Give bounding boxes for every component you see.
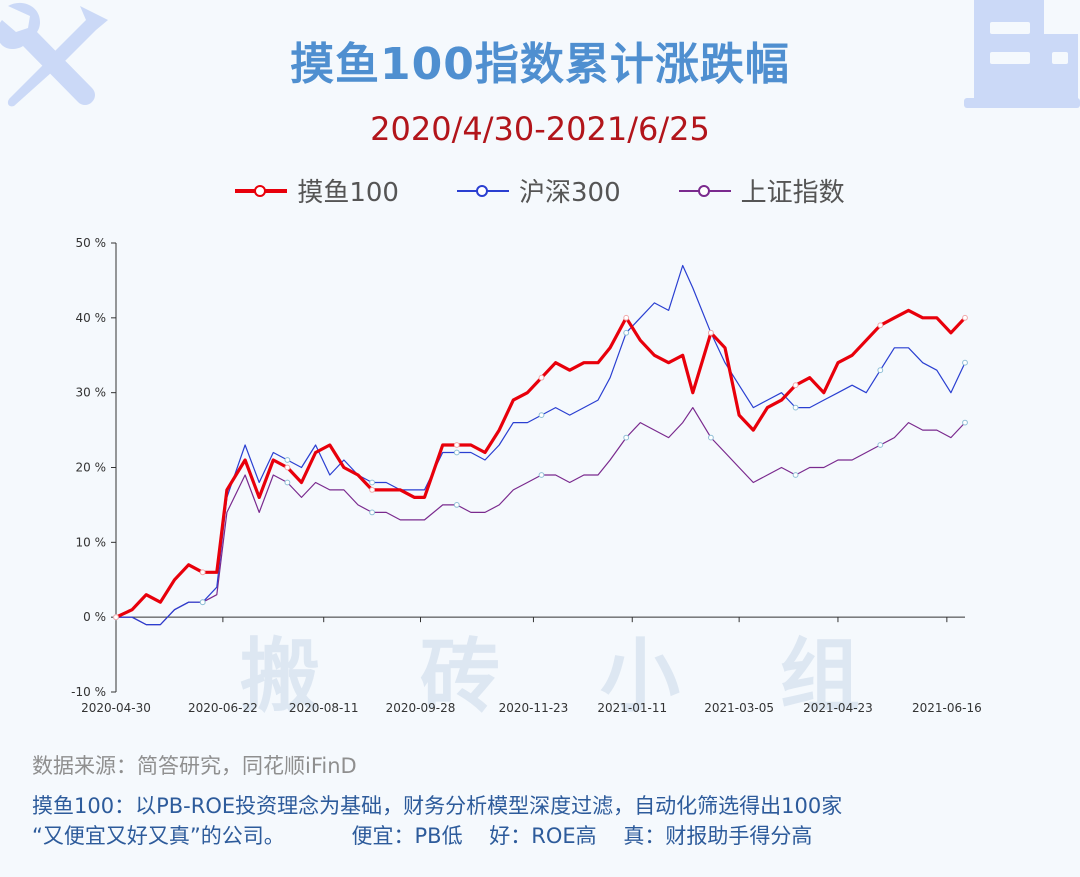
x-tick-label: 2020-08-11 [289, 701, 359, 715]
data-point [708, 434, 714, 441]
data-point [284, 457, 291, 463]
data-point [199, 569, 206, 576]
tools-icon [0, 2, 108, 107]
data-point [369, 487, 376, 493]
series-line-2 [116, 407, 966, 626]
y-tick-label: 30 % [76, 386, 107, 400]
data-point [792, 382, 799, 389]
data-point [623, 314, 630, 321]
x-tick-label: 2021-01-11 [597, 701, 667, 715]
data-point [962, 419, 968, 426]
data-point [623, 434, 630, 441]
data-point [708, 329, 714, 336]
data-point [538, 412, 545, 419]
data-point [453, 449, 460, 456]
legend-item-moyu100[interactable]: 摸鱼100 [235, 172, 399, 209]
data-point [623, 329, 630, 336]
data-point [453, 502, 460, 508]
data-point [369, 479, 376, 486]
y-tick-label: 20 % [76, 461, 107, 475]
y-tick-label: 10 % [76, 535, 107, 549]
legend-label: 上证指数 [740, 178, 845, 208]
legend-label: 沪深300 [518, 178, 621, 208]
series-line-0 [115, 308, 967, 619]
legend-marker-icon [456, 184, 509, 198]
x-tick-label: 2021-04-23 [803, 701, 873, 715]
data-point [369, 509, 376, 516]
x-tick-label: 2020-09-28 [386, 701, 456, 715]
data-point [538, 374, 545, 381]
legend: 摸鱼100 沪深300 上证指数 [0, 172, 1080, 209]
data-point [792, 404, 799, 411]
data-point [962, 314, 968, 321]
data-point [877, 322, 884, 329]
x-tick-label: 2020-11-23 [499, 701, 569, 715]
legend-item-sz[interactable]: 上证指数 [678, 172, 845, 209]
data-source: 数据来源：简答研究，同花顺iFinD [32, 754, 357, 778]
note-line-1: 摸鱼100：以PB-ROE投资理念为基础，财务分析模型深度过滤，自动化筛选得出1… [32, 794, 843, 818]
x-tick-label: 2021-03-05 [704, 701, 774, 715]
data-point [877, 367, 884, 374]
legend-label: 摸鱼100 [297, 178, 399, 208]
building-icon [964, 0, 1080, 108]
x-tick-label: 2020-06-22 [188, 701, 258, 715]
data-point [962, 359, 968, 366]
legend-marker-icon [678, 184, 731, 198]
data-point [877, 442, 884, 448]
series-line-1 [116, 264, 966, 626]
y-tick-label: 40 % [76, 311, 107, 325]
data-point [199, 599, 206, 606]
data-point [284, 479, 291, 486]
chart-subtitle: 2020/4/30-2021/6/25 [370, 110, 710, 148]
y-tick-label: 50 % [76, 236, 107, 250]
x-tick-label: 2021-06-16 [912, 701, 982, 715]
legend-marker-icon [235, 184, 288, 198]
y-tick-label: 0 % [83, 610, 106, 624]
data-point [453, 442, 460, 448]
x-tick-label: 2020-04-30 [81, 701, 151, 715]
data-point [538, 472, 545, 478]
data-point [284, 464, 291, 471]
legend-item-hs300[interactable]: 沪深300 [456, 172, 621, 209]
note-line-2: “又便宜又好又真”的公司。 便宜：PB低 好：ROE高 真：财报助手得分高 [32, 824, 813, 848]
data-point [792, 472, 799, 478]
y-tick-label: -10 % [71, 685, 106, 699]
data-point [113, 614, 119, 621]
chart-title: 摸鱼100指数累计涨跌幅 [290, 39, 790, 90]
